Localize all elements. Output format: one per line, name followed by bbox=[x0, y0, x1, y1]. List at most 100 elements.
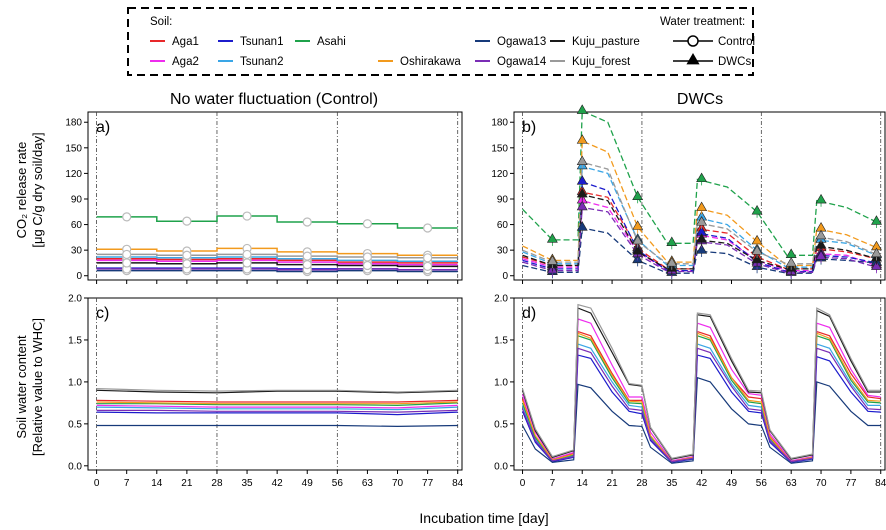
panel-d-x-tick-label: 7 bbox=[550, 478, 556, 489]
panel-a-series-aga1 bbox=[96, 257, 458, 264]
panel-a-series-kuju_forest bbox=[96, 253, 458, 259]
panel-d-y-tick-label: 0.5 bbox=[494, 419, 508, 430]
panel-c-letter: c) bbox=[96, 305, 109, 322]
panel-d-x-tick-label: 70 bbox=[815, 478, 827, 489]
panel-d-x-tick-label: 0 bbox=[520, 478, 526, 489]
panel-b-marker-kuju_pasture bbox=[815, 239, 827, 249]
panel-c-x-tick-label: 0 bbox=[94, 478, 100, 489]
panel-c-x-tick-label: 49 bbox=[302, 478, 314, 489]
panel-a-control-co2: 0 30 60 90 120 150 180 a) bbox=[65, 111, 463, 284]
panel-b-y-tick-label: 180 bbox=[491, 118, 508, 129]
panel-d-x-tick-label: 28 bbox=[636, 478, 648, 489]
panel-a-y-tick-label: 30 bbox=[71, 246, 83, 257]
panel-c-y-tick-label: 0.0 bbox=[68, 461, 82, 472]
panel-d-x-tick-label: 14 bbox=[577, 478, 589, 489]
panel-a-marker-kuju_forest bbox=[242, 249, 252, 260]
panel-c-x-tick-label: 84 bbox=[452, 478, 464, 489]
panel-a-marker-kuju_forest bbox=[302, 251, 312, 261]
panel-a-series-aga2 bbox=[96, 259, 458, 266]
panel-b-marker-asahi bbox=[751, 204, 763, 215]
panel-b-marker-kuju_forest bbox=[871, 247, 882, 258]
x-axis-label: Incubation time [day] bbox=[419, 510, 548, 526]
co2-y-axis-label-line1: CO₂ release rate bbox=[14, 142, 29, 239]
panel-a-y-tick-label: 180 bbox=[65, 118, 82, 129]
panel-d-x-tick-label: 35 bbox=[666, 478, 678, 489]
panel-c-series-ogawa14 bbox=[96, 409, 458, 413]
panel-b-marker-kuju_pasture bbox=[751, 253, 763, 264]
panel-c-x-tick-label: 70 bbox=[392, 478, 404, 489]
panel-c-x-tick-label: 35 bbox=[241, 478, 253, 489]
panel-c-series-asahi bbox=[96, 402, 458, 407]
panel-b-series-kuju_forest bbox=[522, 161, 877, 265]
panel-d-y-tick-label: 1.5 bbox=[494, 335, 508, 346]
panel-b-y-tick-label: 60 bbox=[497, 220, 509, 231]
legend-treatment-label: Control bbox=[718, 36, 755, 48]
panel-b-marker-oshirakawa bbox=[696, 201, 708, 212]
panel-d-y-tick-label: 2.0 bbox=[494, 294, 508, 305]
panel-c-series-tsunan1 bbox=[96, 411, 458, 416]
panel-a-marker-kuju_pasture bbox=[362, 260, 373, 271]
panel-a-marker-asahi bbox=[182, 216, 192, 226]
panel-d-series-kuju_forest bbox=[521, 303, 881, 459]
panel-b-marker-kuju_pasture bbox=[632, 245, 644, 255]
panel-c-x-tick-label: 56 bbox=[332, 478, 344, 489]
panel-b-letter: b) bbox=[522, 119, 536, 136]
panel-a-series-ogawa13 bbox=[96, 269, 458, 273]
panel-d-x-tick-label: 56 bbox=[756, 478, 768, 489]
panel-b-marker-kuju_forest bbox=[785, 256, 797, 267]
panel-d-series-ogawa13 bbox=[521, 376, 881, 464]
panel-a-series-ogawa14 bbox=[96, 268, 458, 271]
panel-b-marker-asahi bbox=[696, 172, 708, 183]
legend-label-aga1: Aga1 bbox=[172, 36, 199, 48]
panel-b-y-tick-label: 120 bbox=[491, 169, 508, 180]
panel-a-marker-kuju_forest bbox=[423, 253, 433, 263]
panel-a-series-tsunan2 bbox=[96, 256, 458, 262]
panel-b-y-tick-label: 150 bbox=[491, 143, 508, 154]
legend: Soil: Water treatment: Aga1 Aga2 Tsunan1 Ts… bbox=[127, 7, 755, 76]
panel-c-y-tick-label: 1.0 bbox=[68, 377, 82, 388]
legend-label-kuju_forest: Kuju_forest bbox=[572, 56, 631, 68]
panel-b-marker-ogawa13 bbox=[576, 221, 588, 231]
panel-b-marker-oshirakawa bbox=[751, 234, 763, 245]
panel-c-x-tick-label: 63 bbox=[362, 478, 374, 489]
panel-b-series-kuju_pasture bbox=[522, 193, 877, 270]
panel-a-series-kuju_pasture bbox=[96, 262, 458, 268]
panel-b-marker-asahi bbox=[871, 215, 882, 225]
panel-a-marker-kuju_pasture bbox=[242, 258, 252, 268]
panel-d-y-tick-label: 1.0 bbox=[494, 377, 508, 388]
panel-b-marker-oshirakawa bbox=[576, 134, 588, 144]
legend-treatment-title: Water treatment: bbox=[660, 16, 745, 28]
panel-d-x-tick-label: 21 bbox=[607, 478, 619, 489]
co2-y-axis-label-line2: [μg C/g dry soil/day] bbox=[30, 132, 45, 247]
panel-d-x-tick-label: 49 bbox=[726, 478, 738, 489]
legend-label-oshirakawa: Oshirakawa bbox=[400, 56, 461, 68]
panel-b-y-tick-label: 90 bbox=[497, 194, 509, 205]
panel-b-marker-asahi bbox=[815, 193, 827, 204]
control-panel-title: No water fluctuation (Control) bbox=[170, 91, 378, 108]
panel-b-series-asahi bbox=[522, 110, 877, 256]
panel-a-marker-kuju_pasture bbox=[122, 258, 132, 268]
panel-a-marker-asahi bbox=[302, 217, 312, 227]
panel-d-y-tick-label: 0.0 bbox=[494, 461, 508, 472]
panel-a-series-oshirakawa bbox=[96, 247, 458, 257]
swc-y-axis-label-line1: Soil water content bbox=[14, 335, 29, 439]
panel-a-y-tick-label: 0 bbox=[76, 271, 82, 282]
panel-c-x-tick-label: 77 bbox=[422, 478, 434, 489]
legend-label-tsunan1: Tsunan1 bbox=[240, 36, 283, 48]
panel-a-y-tick-label: 120 bbox=[65, 169, 82, 180]
panel-a-y-tick-label: 150 bbox=[65, 143, 82, 154]
legend-treatment-label: DWCs bbox=[718, 56, 751, 68]
legend-label-ogawa14: Ogawa14 bbox=[497, 56, 547, 68]
panel-d-x-tick-label: 77 bbox=[845, 478, 857, 489]
panel-c-y-tick-label: 2.0 bbox=[68, 294, 82, 305]
panel-a-y-tick-label: 90 bbox=[71, 194, 83, 205]
panel-b-marker-kuju_pasture bbox=[576, 187, 588, 198]
panel-b-marker-asahi bbox=[576, 104, 588, 114]
panel-d-letter: d) bbox=[522, 305, 536, 322]
panel-b-marker-kuju_forest bbox=[576, 155, 588, 165]
panel-a-y-tick-label: 60 bbox=[71, 220, 83, 231]
panel-b-frame bbox=[513, 111, 886, 281]
panel-c-control-swc: 0.0 0.5 1.0 1.5 2.0 0 7 14 21 28 35 42 49 56 63 70 77 84 c… bbox=[68, 294, 464, 490]
legend-label-ogawa13: Ogawa13 bbox=[497, 36, 546, 48]
panel-c-series-aga1 bbox=[96, 399, 458, 403]
